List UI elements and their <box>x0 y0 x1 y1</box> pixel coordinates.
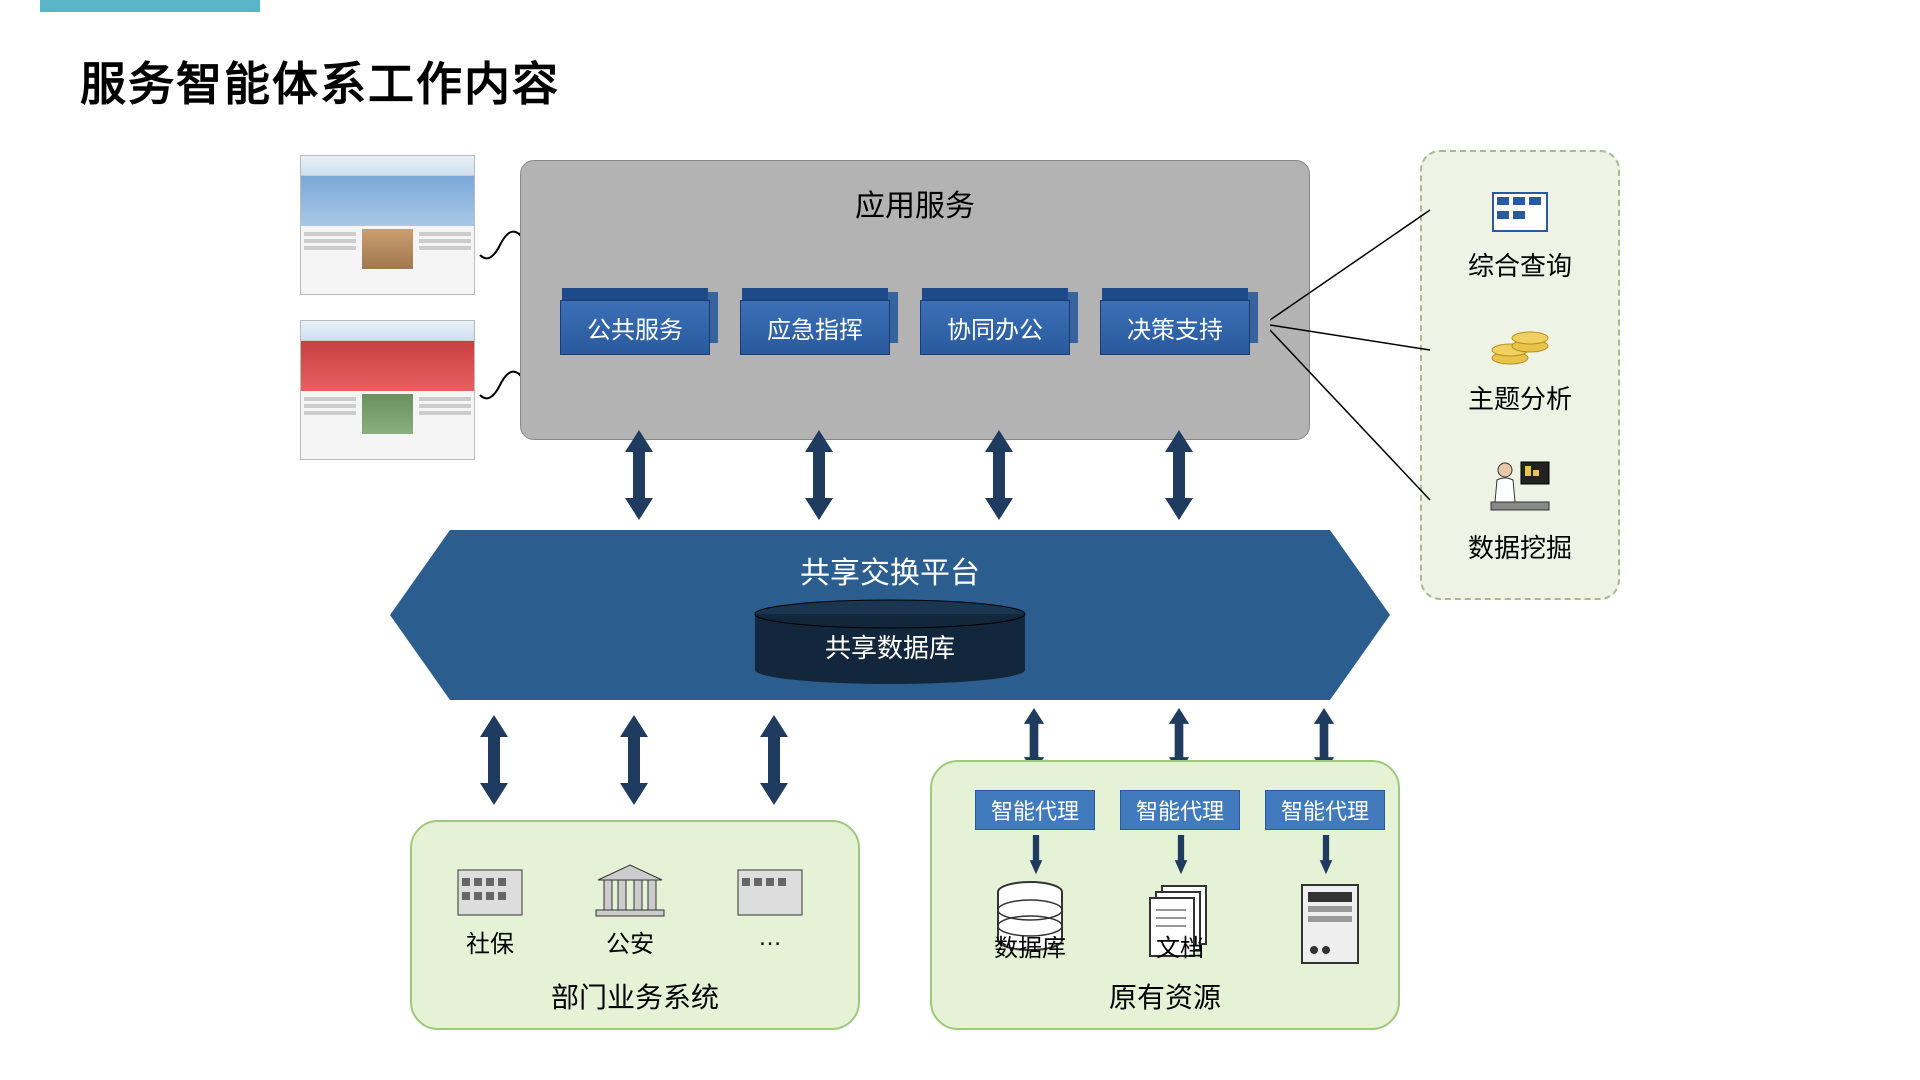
service-box-office: 协同办公 <box>920 300 1070 355</box>
application-services-title: 应用服务 <box>521 181 1309 225</box>
dept-systems-title: 部门业务系统 <box>412 976 858 1016</box>
agent-box: 智能代理 <box>1265 790 1385 830</box>
double-arrow-icon <box>760 710 788 810</box>
dept-item-gongan: 公安 <box>580 860 680 959</box>
down-arrow-icon <box>1170 835 1192 885</box>
down-arrow-icon <box>1025 835 1047 885</box>
share-exchange-ribbon: 共享交换平台 共享数据库 <box>390 530 1390 700</box>
query-icon <box>1485 185 1555 240</box>
server-icon <box>1290 880 1370 970</box>
function-item-mining: 数据挖掘 <box>1468 452 1572 565</box>
analyst-icon <box>1485 452 1555 522</box>
resource-item-label: 数据库 <box>994 935 1066 962</box>
dept-item-label: 社保 <box>466 931 514 958</box>
functions-panel: 综合查询 主题分析 数据挖掘 <box>1420 150 1620 600</box>
agent-box: 智能代理 <box>975 790 1095 830</box>
resource-item-db: 数据库 <box>965 880 1095 999</box>
dept-item-label: … <box>758 924 782 951</box>
function-label: 数据挖掘 <box>1468 533 1572 563</box>
accent-bar <box>40 0 260 12</box>
function-item-query: 综合查询 <box>1468 185 1572 283</box>
page-title: 服务智能体系工作内容 <box>80 48 560 114</box>
dept-item-label: 公安 <box>606 931 654 958</box>
service-box-public: 公共服务 <box>560 300 710 355</box>
service-box-emergency: 应急指挥 <box>740 300 890 355</box>
agent-box: 智能代理 <box>1120 790 1240 830</box>
resource-item-label: 文档 <box>1156 935 1204 962</box>
function-label: 综合查询 <box>1468 251 1572 281</box>
double-arrow-icon <box>805 430 833 520</box>
double-arrow-icon <box>985 430 1013 520</box>
share-exchange-title: 共享交换平台 <box>390 548 1390 592</box>
dept-item-more: … <box>720 860 820 952</box>
building-icon <box>730 860 810 920</box>
resource-item-doc: 文档 <box>1115 880 1245 999</box>
coins-icon <box>1485 318 1555 373</box>
double-arrow-icon <box>620 710 648 810</box>
down-arrow-icon <box>1315 835 1337 885</box>
share-db-label: 共享数据库 <box>390 628 1390 665</box>
function-item-analysis: 主题分析 <box>1468 318 1572 416</box>
web-thumbnail-2 <box>300 320 475 460</box>
double-arrow-icon <box>625 430 653 520</box>
function-label: 主题分析 <box>1468 384 1572 414</box>
double-arrow-icon <box>480 710 508 810</box>
dept-item-shebao: 社保 <box>440 860 540 959</box>
connector-lines <box>1270 200 1450 560</box>
government-icon <box>590 860 670 920</box>
web-thumbnail-1 <box>300 155 475 295</box>
building-icon <box>450 860 530 920</box>
service-box-decision: 决策支持 <box>1100 300 1250 355</box>
resource-item-server <box>1265 880 1395 974</box>
double-arrow-icon <box>1165 430 1193 520</box>
